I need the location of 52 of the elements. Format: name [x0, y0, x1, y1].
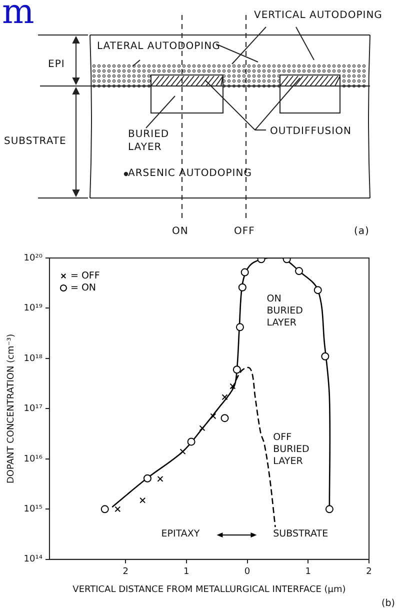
annotation: EPITAXY [161, 528, 200, 540]
annotation: SUBSTRATE [273, 528, 328, 540]
x-tick-label: 1 [184, 567, 190, 578]
point [114, 506, 121, 512]
text: ARSENIC AUTODOPING [128, 167, 252, 180]
y-tick-label: 10¹⁴ [24, 554, 43, 565]
point [314, 286, 322, 294]
text: OUTDIFFUSION [270, 125, 352, 138]
point [230, 383, 236, 390]
legend-label: = OFF [70, 270, 100, 282]
y-tick-label: 10¹⁸ [24, 354, 43, 364]
point [143, 474, 152, 482]
text: LATERAL AUTODOPING [97, 40, 220, 53]
point [210, 413, 216, 420]
point [140, 497, 146, 504]
x-tick-label: 1 [305, 567, 312, 578]
point [240, 268, 249, 276]
y-tick-label: 10¹⁶ [24, 454, 43, 464]
y-axis-title: DOPANT CONCENTRATION (cm⁻³) [6, 334, 17, 484]
point [325, 505, 334, 514]
y-tick-label: 10¹⁷ [24, 404, 43, 414]
text: ON [172, 225, 188, 238]
point [180, 448, 186, 455]
point [321, 352, 330, 360]
point [238, 283, 246, 292]
point [220, 414, 229, 422]
text: SUBSTRATE [4, 135, 66, 148]
text: (b) [382, 598, 395, 610]
x-tick-label: 2 [122, 567, 128, 578]
text: OFF [234, 225, 255, 238]
text: m [2, 0, 35, 32]
text: (a) [354, 225, 370, 238]
point [199, 425, 206, 432]
point [222, 394, 228, 400]
point [295, 267, 304, 276]
point [100, 505, 109, 514]
x-axis-title: VERTICAL DISTANCE FROM METALLURGICAL INTERFACE (μm) [72, 584, 346, 595]
point [236, 323, 244, 332]
text: BURIED LAYER [128, 128, 170, 154]
annotation: ON BURIED LAYER [266, 293, 303, 328]
y-tick-label: 10¹⁵ [24, 504, 43, 515]
annotation: OFF BURIED LAYER [273, 432, 310, 468]
point [232, 366, 241, 374]
y-tick-label: 10¹⁹ [24, 304, 43, 314]
text: VERTICAL AUTODOPING [254, 9, 382, 22]
y-tick-label: 10²⁰ [24, 253, 43, 264]
point [187, 438, 196, 446]
x-tick-label: 0 [244, 567, 250, 578]
legend-label: = ON [70, 282, 96, 294]
point [157, 476, 164, 482]
text: EPI [48, 58, 65, 71]
x-tick-label: 2 [366, 567, 372, 578]
